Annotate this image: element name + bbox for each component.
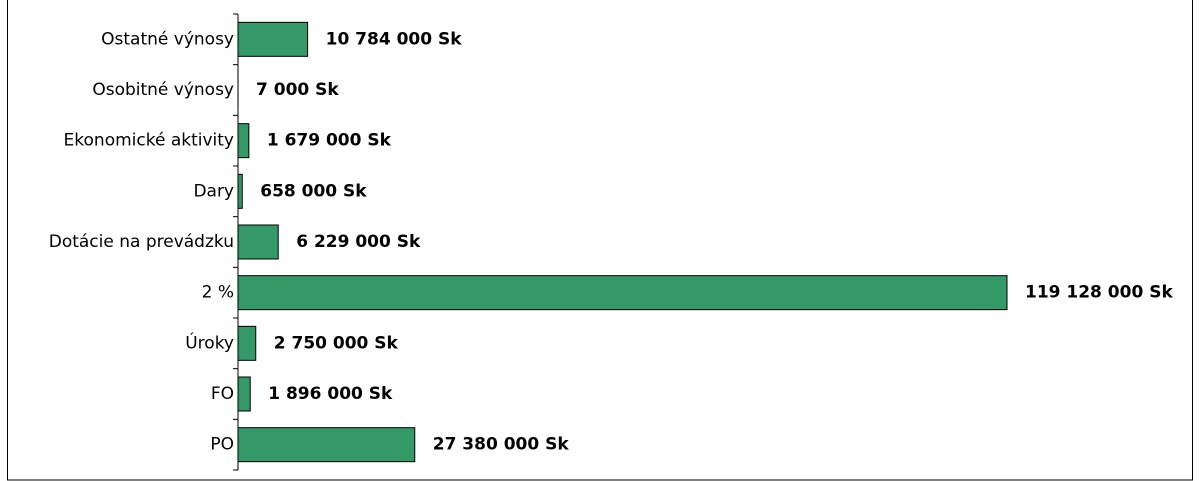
bar [237, 224, 279, 260]
value-label: 10 784 000 Sk [326, 29, 463, 49]
bar [237, 427, 416, 463]
category-label: Osobitné výnosy [92, 80, 234, 100]
value-label: 1 679 000 Sk [267, 131, 392, 151]
category-label: FO [211, 384, 234, 404]
category-label: Ekonomické aktivity [64, 131, 234, 151]
bar [237, 123, 250, 159]
category-label: Úroky [185, 331, 234, 353]
bar [237, 376, 251, 412]
category-label: Dary [193, 181, 234, 201]
bar [237, 275, 1008, 311]
bar [237, 325, 257, 361]
value-label: 1 896 000 Sk [268, 384, 393, 404]
value-label: 27 380 000 Sk [433, 435, 570, 455]
category-label: 2 % [202, 283, 234, 303]
value-label: 6 229 000 Sk [296, 232, 421, 252]
category-label: PO [210, 435, 234, 455]
category-label: Ostatné výnosy [101, 29, 234, 49]
category-label: Dotácie na prevádzku [49, 232, 234, 252]
value-label: 7 000 Sk [256, 80, 339, 100]
value-label: 658 000 Sk [260, 181, 367, 201]
frame [7, 0, 1193, 481]
bar [237, 173, 243, 209]
value-label: 2 750 000 Sk [274, 333, 399, 353]
bar [237, 21, 309, 57]
value-label: 119 128 000 Sk [1025, 283, 1173, 303]
